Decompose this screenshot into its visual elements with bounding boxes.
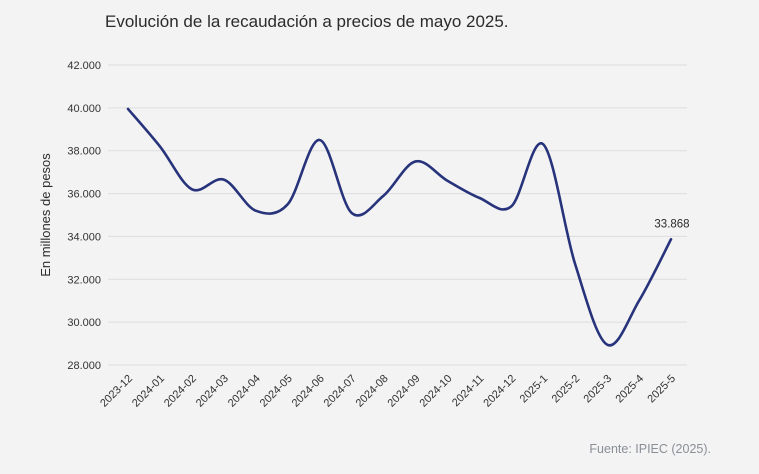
- x-tick-label: 2025-2: [550, 373, 583, 406]
- x-tick-label: 2023-12: [98, 373, 135, 410]
- y-tick-label: 36.000: [67, 189, 101, 201]
- x-tick-label: 2024-07: [322, 373, 359, 410]
- y-tick-label: 28.000: [67, 360, 101, 372]
- data-point: [478, 197, 481, 200]
- data-point: [638, 299, 641, 302]
- data-point: [191, 188, 194, 191]
- x-tick-label: 2025-4: [613, 373, 646, 406]
- data-point: [510, 205, 513, 208]
- y-tick-label: 32.000: [67, 274, 101, 286]
- source-note: Fuente: IPIEC (2025).: [589, 442, 711, 456]
- data-point: [350, 212, 353, 215]
- data-point: [382, 194, 385, 197]
- y-tick-label: 38.000: [67, 146, 101, 158]
- x-tick-label: 2024-12: [481, 373, 518, 410]
- data-point: [606, 343, 609, 346]
- x-tick-label: 2025-1: [518, 373, 551, 406]
- y-axis-ticks: 28.000 30.000 32.000 34.000 36.000 38.000 40.0…: [67, 60, 101, 372]
- y-tick-label: 30.000: [67, 317, 101, 329]
- x-tick-label: 2025-5: [645, 373, 678, 406]
- x-tick-label: 2024-02: [162, 373, 199, 410]
- data-point: [446, 179, 449, 182]
- y-axis-label: En millones de pesos: [38, 153, 53, 277]
- data-point: [542, 143, 545, 146]
- x-tick-label: 2024-09: [386, 373, 423, 410]
- series-line: [126, 107, 673, 347]
- x-axis-ticks: 2023-122024-012024-022024-032024-042024-…: [98, 373, 678, 410]
- data-point: [159, 145, 162, 148]
- data-point: [127, 108, 130, 111]
- x-tick-label: 2024-01: [130, 373, 167, 410]
- data-label: 33.868: [654, 218, 689, 230]
- x-tick-label: 2024-11: [450, 373, 486, 409]
- y-tick-label: 42.000: [67, 60, 101, 72]
- data-point: [574, 263, 577, 266]
- chart-title: Evolución de la recaudación a precios de…: [105, 12, 509, 31]
- series-layer: [126, 107, 673, 347]
- x-tick-label: 2025-3: [582, 373, 615, 406]
- x-tick-label: 2024-03: [194, 373, 231, 410]
- x-tick-label: 2024-05: [258, 373, 295, 410]
- data-labels: 33.868: [654, 218, 689, 230]
- y-tick-label: 40.000: [67, 103, 101, 115]
- data-point: [670, 238, 673, 241]
- x-tick-label: 2024-04: [226, 373, 263, 410]
- y-tick-label: 34.000: [67, 231, 101, 243]
- data-point: [223, 178, 226, 181]
- data-point: [254, 209, 257, 212]
- x-tick-label: 2024-06: [290, 373, 327, 410]
- x-tick-label: 2024-10: [417, 373, 454, 410]
- grid-lines: [108, 64, 687, 366]
- data-point: [414, 160, 417, 163]
- data-point: [286, 203, 289, 206]
- data-point: [318, 139, 321, 142]
- x-tick-label: 2024-08: [354, 373, 391, 410]
